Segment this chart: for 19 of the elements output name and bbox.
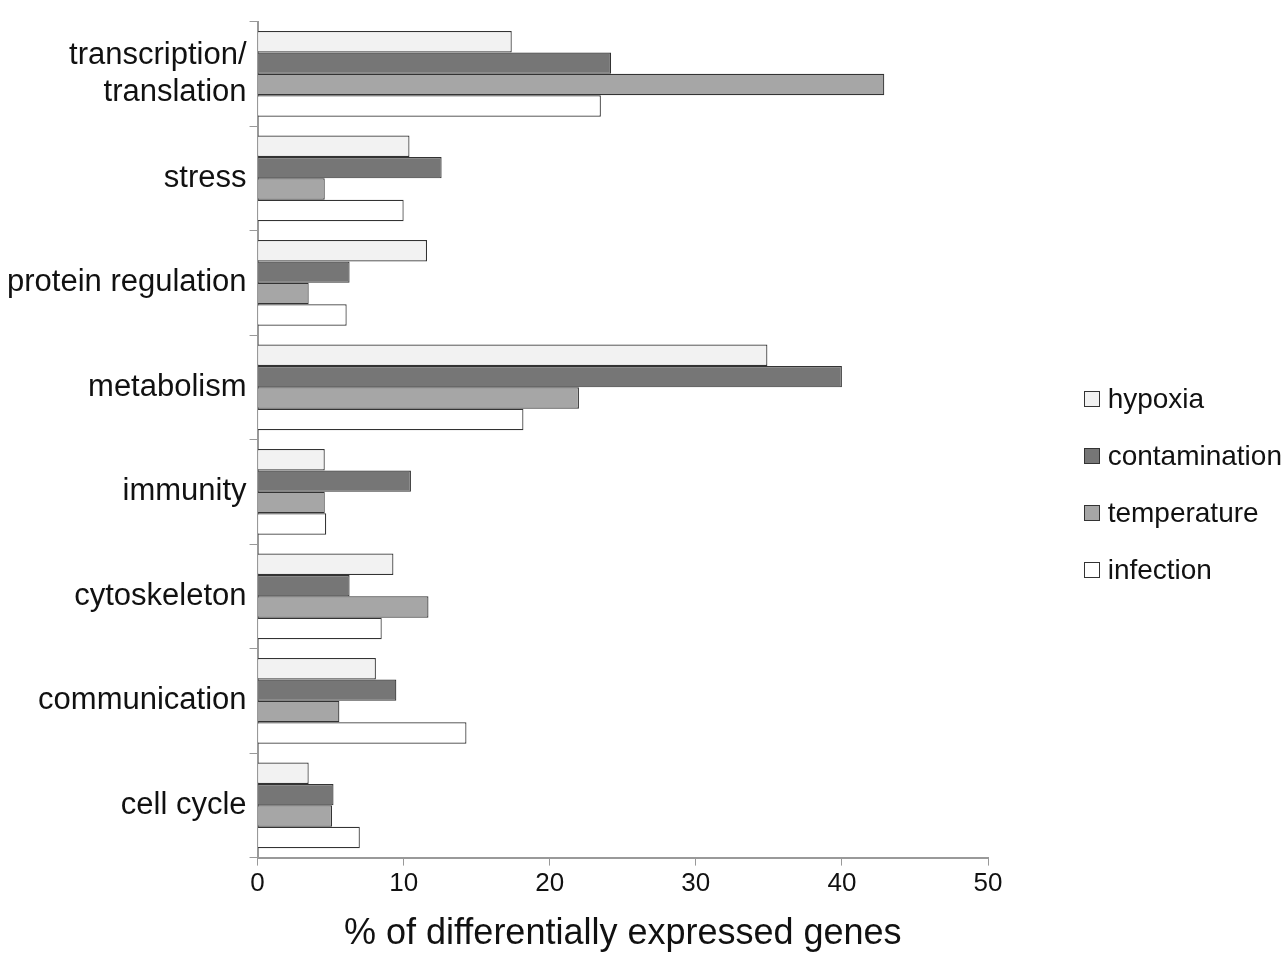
y-tick-label: transcription/ translation <box>69 35 247 108</box>
text: hypoxia <box>1107 382 1205 415</box>
legend-label: contamination <box>1107 439 1282 472</box>
x-axis-title: % of differentially expressed genes <box>343 911 902 953</box>
x-tick-label: 10 <box>389 867 419 898</box>
x-tick-label: 0 <box>250 867 265 898</box>
x-tick-label: 40 <box>827 867 857 898</box>
y-tick-label: immunity <box>122 472 248 508</box>
y-tick-label: communication <box>38 681 247 717</box>
y-tick-label: stress <box>163 158 247 194</box>
x-tick-label: 50 <box>973 867 1003 898</box>
y-tick-label: cytoskeleton <box>74 576 247 612</box>
legend-label: temperature <box>1107 496 1259 529</box>
x-tick-label: 30 <box>681 867 711 898</box>
text: infection <box>1107 553 1212 586</box>
x-tick-label: 20 <box>535 867 565 898</box>
y-tick-label: protein regulation <box>6 263 247 299</box>
y-tick-label: metabolism <box>88 367 247 403</box>
y-tick-label: cell cycle <box>120 785 247 821</box>
